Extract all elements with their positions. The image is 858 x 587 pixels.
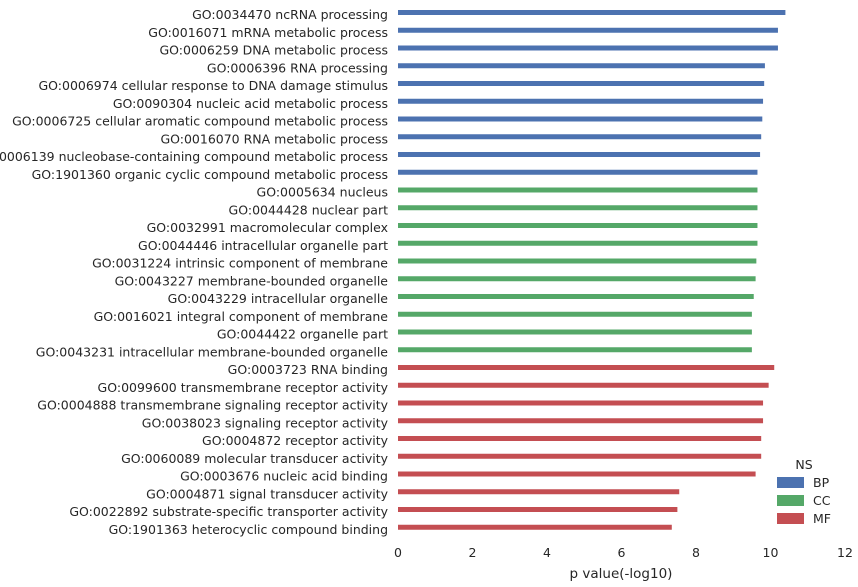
bar-mf [398, 382, 769, 388]
x-axis-title: p value(-log10) [570, 566, 673, 582]
bar-cc [398, 311, 752, 317]
category-label: GO:0022892 substrate-specific transporte… [69, 504, 388, 519]
category-label: GO:0004871 signal transducer activity [146, 486, 388, 501]
x-tick-label: 6 [618, 545, 626, 560]
x-tick-label: 8 [692, 545, 700, 560]
category-label: GO:0004872 receptor activity [202, 433, 389, 448]
bar-mf [398, 524, 672, 530]
category-label: GO:0004888 transmembrane signaling recep… [37, 398, 388, 413]
bar-bp [398, 169, 758, 175]
category-label: GO:0003723 RNA binding [228, 362, 388, 377]
x-tick-label: 10 [763, 545, 779, 560]
category-label: GO:0090304 nucleic acid metabolic proces… [113, 96, 388, 111]
category-label: GO:0044446 intracellular organelle part [138, 238, 388, 253]
bar-cc [398, 223, 758, 228]
bar-cc [398, 329, 752, 335]
bar-bp [398, 81, 765, 86]
bar-bp [398, 98, 764, 104]
bar-cc [398, 187, 758, 193]
bar-bp [398, 63, 765, 69]
category-label: GO:0005634 nucleus [257, 185, 388, 200]
category-label: GO:0016021 integral component of membran… [94, 309, 389, 324]
category-label: GO:1901363 heterocyclic compound binding [109, 522, 388, 537]
bar-bp [398, 10, 786, 15]
x-tick-label: 4 [543, 545, 551, 560]
bar-mf [398, 365, 775, 370]
legend-label-bp: BP [813, 475, 830, 490]
bar-mf [398, 436, 762, 441]
bar-cc [398, 347, 752, 353]
bar-mf [398, 418, 764, 424]
legend-swatch-cc [777, 495, 804, 506]
bar-cc [398, 294, 754, 299]
category-label: GO:0060089 molecular transducer activity [121, 451, 389, 466]
bar-bp [398, 152, 761, 157]
bars-layer [398, 10, 786, 530]
category-label: GO:0016071 mRNA metabolic process [148, 25, 388, 40]
x-axis-ticks: 0 2 4 6 8 10 12 [394, 545, 853, 560]
legend-label-cc: CC [813, 493, 831, 508]
category-label: GO:0003676 nucleic acid binding [180, 469, 388, 484]
bar-bp [398, 27, 778, 33]
legend: NS BP CC MF [777, 457, 831, 526]
legend-swatch-mf [777, 513, 804, 524]
category-label: GO:0031224 intrinsic component of membra… [92, 256, 388, 271]
category-label: GO:0006725 cellular aromatic compound me… [12, 114, 388, 129]
x-tick-label: 0 [394, 545, 402, 560]
category-label: GO:0034470 ncRNA processing [192, 7, 388, 22]
category-label: GO:0044422 organelle part [217, 327, 388, 342]
bar-mf [398, 400, 764, 406]
bar-mf [398, 453, 762, 459]
bar-bp [398, 45, 778, 51]
category-label: GO:0038023 signaling receptor activity [142, 415, 389, 430]
category-label: GO:0099600 transmembrane receptor activi… [98, 380, 389, 395]
bar-cc [398, 276, 756, 282]
bar-mf [398, 489, 680, 495]
bar-cc [398, 240, 758, 246]
legend-title: NS [795, 457, 812, 472]
category-label: GO:0006974 cellular response to DNA dama… [38, 78, 388, 93]
bar-bp [398, 134, 762, 140]
bar-cc [398, 258, 757, 264]
x-tick-label: 2 [469, 545, 477, 560]
x-tick-label: 12 [837, 545, 853, 560]
legend-swatch-bp [777, 477, 804, 488]
category-label: GO:0016070 RNA metabolic process [160, 131, 388, 146]
bar-bp [398, 116, 763, 122]
category-label: GO:0043231 intracellular membrane-bounde… [36, 344, 389, 359]
bar-mf [398, 471, 756, 477]
category-label: GO:0043229 intracellular organelle [168, 291, 389, 306]
category-label: GO:0044428 nuclear part [229, 202, 389, 217]
bar-cc [398, 205, 758, 211]
category-label: GO:1901360 organic cyclic compound metab… [32, 167, 388, 182]
bar-mf [398, 507, 678, 512]
legend-label-mf: MF [813, 511, 831, 526]
category-label: GO:0006139 nucleobase-containing compoun… [0, 149, 388, 164]
category-label: GO:0032991 macromolecular complex [147, 220, 388, 235]
category-label: GO:0043227 membrane-bounded organelle [115, 273, 389, 288]
category-label: GO:0006259 DNA metabolic process [160, 43, 389, 58]
category-labels: GO:0034470 ncRNA processing GO:0016071 mR… [0, 7, 389, 537]
category-label: GO:0006396 RNA processing [207, 60, 388, 75]
